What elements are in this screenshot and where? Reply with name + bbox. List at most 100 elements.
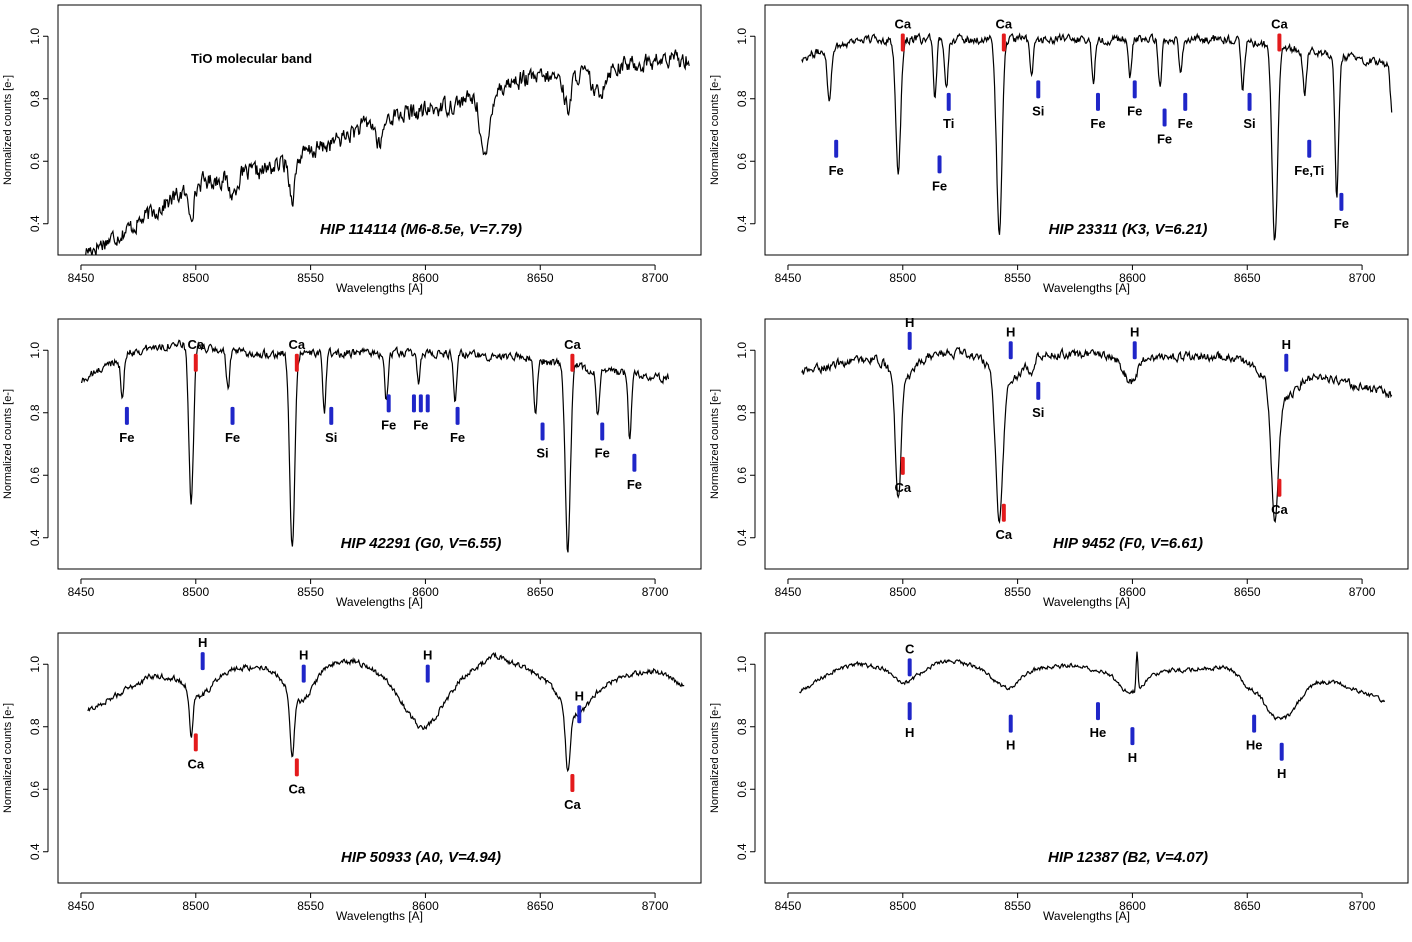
line-marker-label: Ca (1271, 502, 1288, 517)
line-marker-label: Ca (289, 781, 306, 796)
line-marker (200, 652, 205, 671)
line-marker-label: Fe (829, 163, 844, 178)
y-axis-label: Normalized counts [e-] (709, 389, 721, 499)
plot-frame (764, 318, 1409, 570)
panel-star-title: HIP 50933 (A0, V=4.94) (341, 849, 501, 866)
x-tick-label: 8700 (642, 271, 669, 285)
line-marker-label: Si (1032, 405, 1044, 420)
line-marker-label: Si (1032, 103, 1044, 118)
y-tick-label: 1.0 (28, 28, 42, 45)
line-marker (1252, 714, 1257, 733)
ca-line-marker (193, 353, 198, 372)
ca-line-marker (900, 456, 905, 475)
ca-line-marker (1001, 33, 1006, 52)
line-marker-label: Ca (564, 337, 581, 352)
ca-line-marker (900, 33, 905, 52)
ca-line-marker (570, 774, 575, 792)
line-marker (1036, 381, 1041, 400)
x-tick-label: 8650 (1234, 899, 1261, 913)
line-marker-label: Fe (225, 430, 240, 445)
line-marker-label: Fe (1157, 132, 1172, 147)
line-marker (1095, 702, 1100, 721)
x-tick-label: 8500 (182, 585, 209, 599)
x-tick-label: 8600 (1119, 899, 1146, 913)
x-tick-label: 8700 (642, 585, 669, 599)
line-marker (540, 422, 545, 441)
y-axis-label: Normalized counts [e-] (2, 703, 14, 813)
line-marker-label: Fe (1090, 116, 1105, 131)
line-marker-label: Si (536, 446, 548, 461)
spectrum-line (799, 651, 1386, 721)
line-marker-label: H (1006, 738, 1015, 753)
x-tick-label: 8700 (1349, 585, 1376, 599)
y-tick-label: 0.8 (735, 90, 749, 107)
y-tick-label: 1.0 (735, 656, 749, 673)
line-marker (907, 658, 912, 677)
x-axis-label: Wavelengths [A] (1043, 909, 1130, 923)
x-tick-label: 8700 (1349, 899, 1376, 913)
plot-frame (764, 4, 1409, 256)
x-tick-label: 8700 (642, 899, 669, 913)
line-marker-label: Fe (1334, 216, 1349, 231)
plot-frame (764, 632, 1409, 884)
panel-star-title: HIP 114114 (M6-8.5e, V=7.79) (320, 221, 522, 238)
line-marker (301, 664, 306, 683)
y-tick-label: 0.4 (735, 529, 749, 546)
line-marker-label: Ca (187, 337, 204, 352)
x-tick-label: 8600 (412, 899, 439, 913)
spectrum-line (80, 339, 670, 553)
x-tick-label: 8500 (889, 271, 916, 285)
y-tick-label: 1.0 (735, 28, 749, 45)
y-axis-label: Normalized counts [e-] (2, 75, 14, 185)
x-tick-label: 8650 (1234, 585, 1261, 599)
line-marker (632, 453, 637, 472)
x-tick-label: 8450 (68, 899, 95, 913)
y-tick-label: 0.6 (28, 153, 42, 170)
line-marker-label: Fe (413, 417, 428, 432)
y-axis-label: Normalized counts [e-] (2, 389, 14, 499)
x-tick-label: 8650 (527, 271, 554, 285)
line-marker-label: H (905, 315, 914, 330)
chart-panel-hip42291: 8450 8500 8550 8600 8650 8700 Wavelengths [A] 0… (2, 318, 702, 609)
x-tick-label: 8600 (1119, 585, 1146, 599)
x-tick-label: 8550 (1004, 899, 1031, 913)
y-tick-label: 0.4 (28, 215, 42, 232)
x-axis-label: Wavelengths [A] (1043, 595, 1130, 609)
line-marker (577, 705, 582, 724)
line-marker-label: Ca (996, 17, 1013, 32)
x-tick-label: 8550 (297, 899, 324, 913)
y-tick-label: 0.6 (735, 781, 749, 798)
y-tick-label: 0.8 (735, 718, 749, 735)
y-tick-label: 0.8 (735, 404, 749, 421)
line-marker-label: Ca (564, 797, 581, 812)
x-axis-label: Wavelengths [A] (1043, 281, 1130, 295)
ca-line-marker (1001, 503, 1006, 522)
line-marker (1162, 108, 1167, 127)
line-marker-label: Ca (289, 337, 306, 352)
line-marker (1132, 80, 1137, 99)
line-marker (1183, 92, 1188, 111)
chart-panel-hip12387: 8450 8500 8550 8600 8650 8700 Wavelengths [A] 0… (709, 632, 1409, 923)
y-tick-label: 1.0 (28, 342, 42, 359)
line-marker (1279, 742, 1284, 761)
line-marker (1036, 80, 1041, 99)
y-tick-label: 0.4 (735, 215, 749, 232)
line-marker-label: Ca (187, 756, 204, 771)
x-tick-label: 8550 (297, 585, 324, 599)
y-axis-label: Normalized counts [e-] (709, 703, 721, 813)
line-marker-label: Fe (1127, 103, 1142, 118)
line-marker (1008, 714, 1013, 733)
x-tick-label: 8500 (889, 899, 916, 913)
y-axis-label: Normalized counts [e-] (709, 75, 721, 185)
line-marker (1130, 727, 1135, 746)
ca-line-marker (570, 353, 575, 372)
y-tick-label: 1.0 (735, 342, 749, 359)
line-marker (1132, 341, 1137, 360)
line-marker (834, 139, 839, 158)
line-marker-label: H (299, 648, 308, 663)
line-marker (907, 331, 912, 350)
line-marker-label: Fe (627, 477, 642, 492)
ca-line-marker (294, 353, 299, 372)
panel-star-title: HIP 42291 (G0, V=6.55) (341, 535, 502, 552)
y-tick-label: 0.6 (28, 781, 42, 798)
